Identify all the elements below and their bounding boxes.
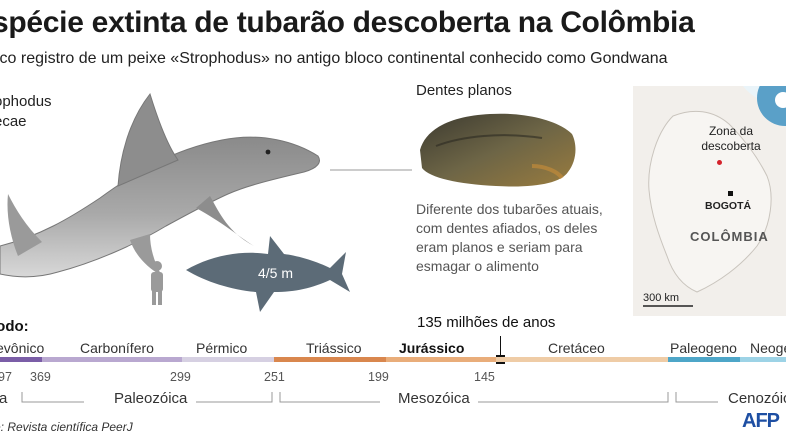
tick-label: 97 bbox=[0, 370, 12, 384]
tick-label: 145 bbox=[474, 370, 495, 384]
mya-marker bbox=[500, 336, 501, 360]
capital-marker bbox=[728, 191, 733, 196]
bar-paleogeno bbox=[668, 357, 740, 362]
species-name: ophodus ecae bbox=[0, 92, 52, 132]
tick-label: 299 bbox=[170, 370, 191, 384]
bar-triassico bbox=[274, 357, 386, 362]
bar-neogeno bbox=[740, 357, 786, 362]
map-colombia-shape bbox=[648, 110, 772, 293]
source-credit: e: Revista científica PeerJ bbox=[0, 420, 133, 434]
era-paleozoica: Paleozóica bbox=[114, 390, 188, 407]
shark-illustration: 4/5 m bbox=[0, 92, 412, 312]
era-mesozoica: Mesozóica bbox=[398, 390, 470, 407]
era-cenozoica: Cenozóic bbox=[728, 390, 786, 407]
tick-label: 199 bbox=[368, 370, 389, 384]
shark-dorsal-fin bbox=[117, 92, 179, 187]
page-subtitle: ico registro de um peixe «Strophodus» no… bbox=[0, 50, 668, 67]
colombia-map bbox=[633, 86, 786, 316]
fossil-tooth-image bbox=[420, 113, 576, 187]
teeth-description: Diferente dos tubarões atuais, com dente… bbox=[416, 201, 603, 274]
shark-tail bbox=[7, 194, 42, 256]
period-neogeno: Neoge bbox=[750, 340, 786, 356]
shark-eye bbox=[265, 149, 271, 155]
map-scale-label: 300 km bbox=[643, 292, 680, 304]
teeth-label: Dentes planos bbox=[416, 82, 512, 99]
period-devonico: evônico bbox=[0, 340, 45, 356]
tick-label: 369 bbox=[30, 370, 51, 384]
periodo-label: íodo: bbox=[0, 318, 29, 335]
era-brackets bbox=[21, 392, 718, 403]
period-carbonifero: Carbonífero bbox=[80, 340, 154, 356]
discovery-marker bbox=[717, 160, 722, 165]
period-permico: Pérmico bbox=[196, 340, 248, 356]
shark-pectoral-fin bbox=[196, 196, 254, 246]
species-name-line2: ecae bbox=[0, 113, 27, 130]
bar-devonico bbox=[0, 357, 42, 362]
period-cretaceo: Cretáceo bbox=[548, 340, 605, 356]
period-triassico: Triássico bbox=[306, 340, 362, 356]
afp-logo: AFP bbox=[742, 410, 780, 432]
shark-size-silhouette bbox=[186, 236, 350, 312]
shark-size-label: 4/5 m bbox=[258, 265, 293, 281]
bar-permico bbox=[182, 357, 274, 362]
era-devoniano: ra bbox=[0, 390, 8, 407]
page-title: spécie extinta de tubarão descoberta na … bbox=[0, 6, 695, 39]
map-shapes bbox=[633, 86, 786, 316]
human-silhouette bbox=[151, 261, 163, 305]
mya-label: 135 milhões de anos bbox=[417, 314, 556, 331]
period-paleogeno: Paleogeno bbox=[670, 340, 737, 356]
map-capital-label: BOGOTÁ bbox=[705, 200, 752, 212]
period-jurassico: Jurássico bbox=[399, 340, 465, 356]
species-name-line1: ophodus bbox=[0, 93, 52, 110]
map-country-label: COLÔMBIA bbox=[690, 229, 769, 244]
shark-body bbox=[0, 136, 320, 278]
bar-cretaceo bbox=[496, 357, 668, 362]
map-discovery-label: Zona da descoberta bbox=[701, 124, 761, 153]
bar-jurassico bbox=[386, 357, 496, 362]
bar-carbonifero bbox=[42, 357, 182, 362]
tick-label: 251 bbox=[264, 370, 285, 384]
